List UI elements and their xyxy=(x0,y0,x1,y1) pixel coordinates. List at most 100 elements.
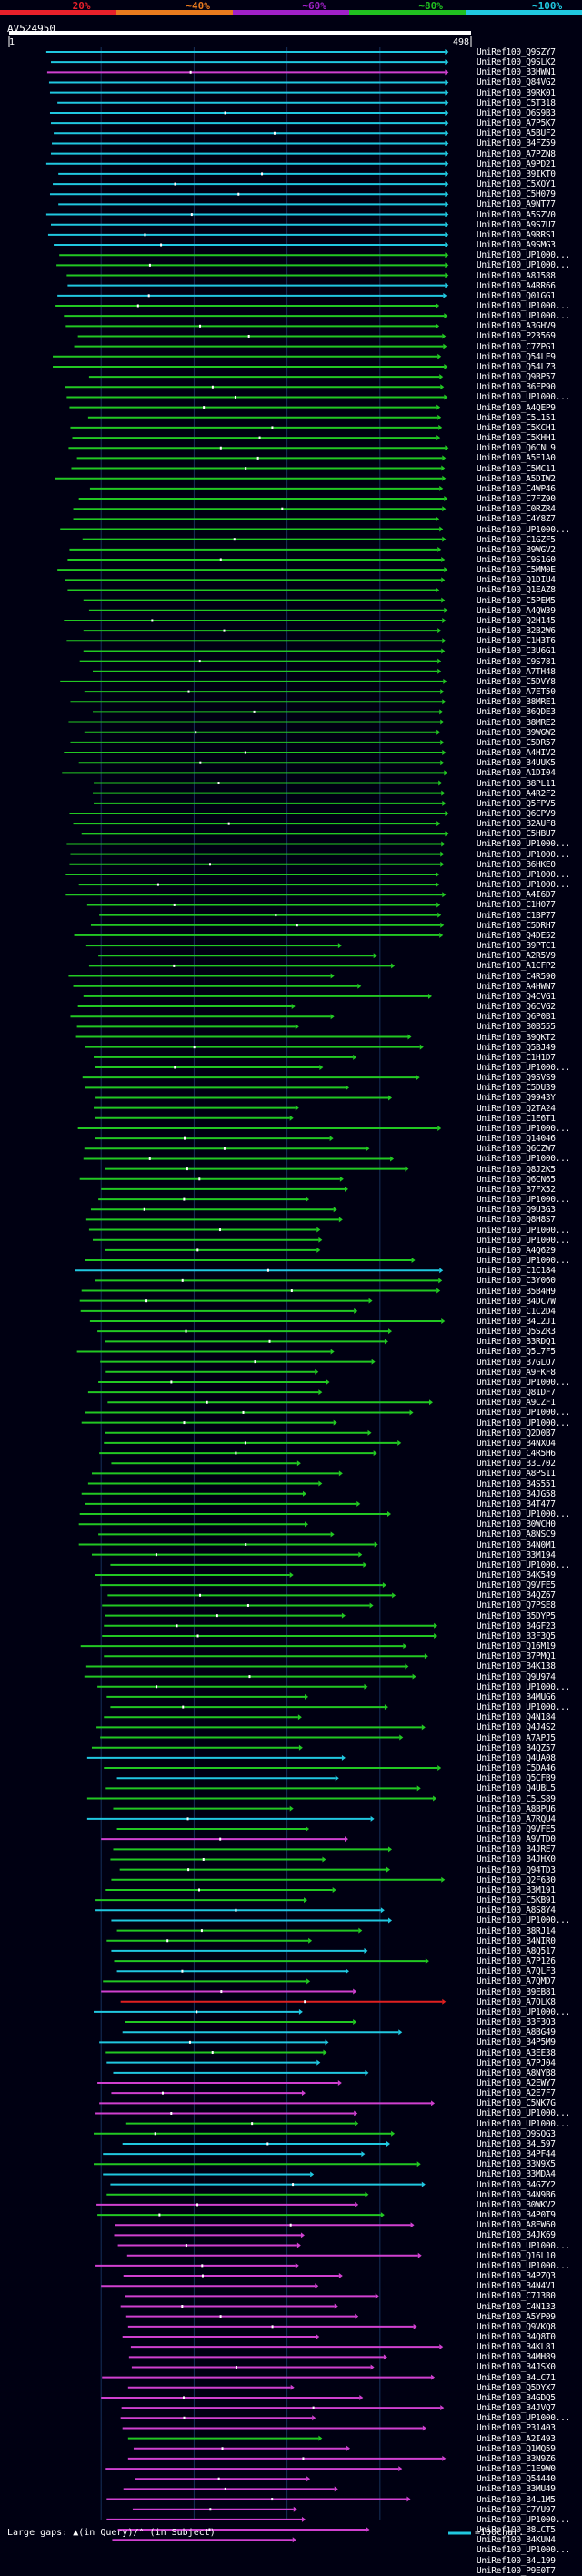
hit-label: UniRef100_Q6CN65 xyxy=(477,1174,556,1185)
hit-arrow xyxy=(441,1876,446,1883)
hit-label: UniRef100_A7PZN8 xyxy=(477,148,556,159)
hit-label: UniRef100_C3U6G1 xyxy=(477,646,556,657)
hit-arrow xyxy=(445,49,449,55)
hit-arrow xyxy=(439,526,444,532)
hit-arrow xyxy=(298,2008,303,2015)
hit-label: UniRef100_Q9SLK2 xyxy=(477,57,556,68)
hit-arrow xyxy=(445,150,449,157)
hit-arrow xyxy=(374,1541,378,1548)
hit-label: UniRef100_Q6P0B1 xyxy=(477,1012,556,1023)
hit-label: UniRef100_B8PL11 xyxy=(477,778,556,789)
hit-label: UniRef100_A4I6D7 xyxy=(477,890,556,901)
hit-arrow xyxy=(357,983,362,989)
hit-arrow xyxy=(406,2496,411,2502)
hit-label: UniRef100_B4KL81 xyxy=(477,2342,556,2353)
hit-arrow xyxy=(445,79,449,86)
hit-label: UniRef100_UP1000... xyxy=(477,1560,570,1571)
hit-arrow xyxy=(439,485,444,491)
hit-label: UniRef100_A4R2F2 xyxy=(477,788,556,799)
hit-label: UniRef100_C9S1G0 xyxy=(477,555,556,565)
hit-label: UniRef100_UP1000... xyxy=(477,2545,570,2556)
gap-marker xyxy=(143,1207,146,1211)
hit-label: UniRef100_A8S8Y4 xyxy=(477,1905,556,1916)
hit-label: UniRef100_B4Q8T0 xyxy=(477,2332,556,2342)
gap-marker xyxy=(196,1248,199,1252)
hit-arrow xyxy=(439,374,444,380)
hit-label: UniRef100_UP1000... xyxy=(477,2413,570,2424)
hit-label: UniRef100_B6FP90 xyxy=(477,382,556,393)
hit-label: UniRef100_B3N9X5 xyxy=(477,2159,556,2170)
footer-legend: Large gaps: ▲(in Query)/⌃ (in Subject) =… xyxy=(7,2528,580,2542)
hit-label: UniRef100_B4JRE7 xyxy=(477,1844,556,1855)
hit-arrow xyxy=(422,2425,426,2431)
scale-label-0: 20% xyxy=(72,0,91,12)
hit-label: UniRef100_C5KB91 xyxy=(477,1895,556,1906)
gap-marker xyxy=(203,406,206,409)
gap-marker xyxy=(183,1136,186,1140)
hit-arrow xyxy=(436,821,441,827)
hit-arrow xyxy=(410,2222,415,2228)
gap-marker xyxy=(256,456,259,460)
hit-arrow xyxy=(329,1136,334,1142)
hit-label: UniRef100_B3HWN1 xyxy=(477,67,556,78)
hit-label: UniRef100_C3Y060 xyxy=(477,1276,556,1287)
hit-label: UniRef100_UP1000... xyxy=(477,392,570,403)
hit-arrow xyxy=(442,2455,447,2461)
hit-label: UniRef100_A9CZF1 xyxy=(477,1398,556,1409)
hit-label: UniRef100_UP1000... xyxy=(477,1418,570,1429)
hit-label: UniRef100_B4JSX0 xyxy=(477,2362,556,2373)
hit-label: UniRef100_C0RZR4 xyxy=(477,504,556,515)
hit-arrow xyxy=(361,2151,366,2157)
gap-marker xyxy=(183,1197,186,1201)
hit-arrow xyxy=(438,780,443,786)
hit-arrow xyxy=(444,363,448,369)
hit-arrow xyxy=(445,59,449,66)
hit-arrow xyxy=(437,668,442,674)
gap-marker xyxy=(211,2051,214,2055)
hit-label: UniRef100_Q4UA08 xyxy=(477,1753,556,1763)
hit-label: UniRef100_P9E0T7 xyxy=(477,2565,556,2576)
hit-label: UniRef100_UP1000... xyxy=(477,1682,570,1692)
hit-label: UniRef100_A4QEP9 xyxy=(477,402,556,413)
hit-arrow xyxy=(409,1409,414,1416)
hit-arrow xyxy=(315,2283,319,2289)
hit-label: UniRef100_A7ET50 xyxy=(477,687,556,698)
hit-label: UniRef100_Q9VKQ8 xyxy=(477,2321,556,2332)
gap-marker xyxy=(218,1228,221,1232)
hit-arrow xyxy=(439,2344,444,2350)
hit-arrow xyxy=(363,1561,367,1568)
gap-marker xyxy=(156,883,159,886)
hit-label: UniRef100_Q9943Y xyxy=(477,1093,556,1104)
scale-label-3: ~80% xyxy=(418,0,443,12)
hit-arrow xyxy=(370,2364,375,2370)
hit-arrow xyxy=(440,384,445,390)
hit-label: UniRef100_C5DR57 xyxy=(477,737,556,748)
hit-arrow xyxy=(445,89,449,96)
hit-label: UniRef100_UP1000... xyxy=(477,1063,570,1073)
hit-label: UniRef100_Q1DIU4 xyxy=(477,575,556,586)
hit-label: UniRef100_A4RR66 xyxy=(477,280,556,291)
hit-label: UniRef100_B4NIR0 xyxy=(477,1935,556,1946)
hit-label: UniRef100_Q9U974 xyxy=(477,1672,556,1682)
hit-arrow xyxy=(445,831,449,837)
hit-label: UniRef100_B4P5M9 xyxy=(477,2037,556,2048)
gap-marker xyxy=(216,1614,218,1618)
hit-arrow xyxy=(358,1551,363,1558)
hit-arrow xyxy=(312,2415,316,2421)
gap-marker xyxy=(196,2010,198,2014)
hit-label: UniRef100_Q84VG2 xyxy=(477,77,556,88)
hit-label: UniRef100_Q9SQG3 xyxy=(477,2128,556,2139)
gap-marker xyxy=(148,263,151,267)
hit-label: UniRef100_UP1000... xyxy=(477,1154,570,1165)
hit-arrow xyxy=(318,1480,323,1487)
hit-label: UniRef100_B4N4V1 xyxy=(477,2281,556,2292)
gap-marker xyxy=(227,822,230,825)
hit-label: UniRef100_B4L199 xyxy=(477,2555,556,2566)
hit-label: UniRef100_Q5SZR3 xyxy=(477,1327,556,1338)
hit-label: UniRef100_Q5FPV5 xyxy=(477,798,556,809)
hit-arrow xyxy=(386,1866,390,1873)
hit-arrow xyxy=(339,1176,344,1182)
gap-marker xyxy=(173,964,176,967)
hit-label: UniRef100_UP1000... xyxy=(477,839,570,850)
hit-arrow xyxy=(444,567,448,573)
